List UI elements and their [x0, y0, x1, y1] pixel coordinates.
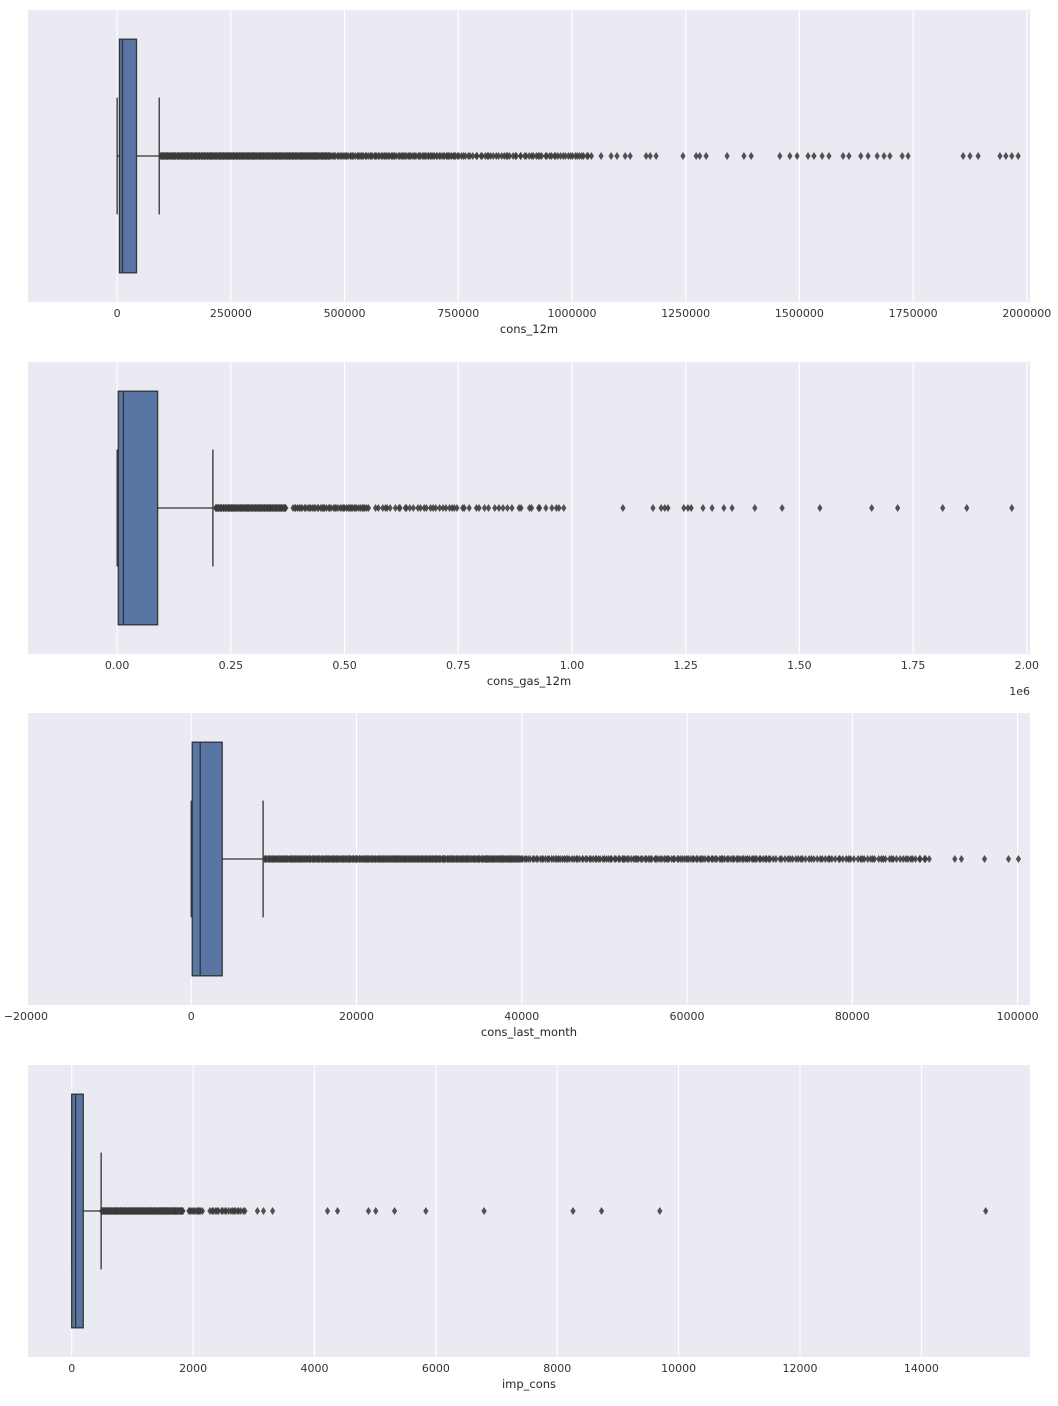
iqr-box — [117, 390, 159, 625]
x-tick-label: 0 — [68, 1362, 75, 1375]
boxplot-svg-cons_last_month: −20000 0 20000 40000 60000 80000 100000 cons_la… — [4, 713, 1039, 1039]
x-axis-label: cons_gas_12m — [487, 674, 571, 688]
x-tick-label: 0.50 — [332, 659, 357, 672]
x-tick-label: 12000 — [782, 1362, 817, 1375]
x-tick-label: 1000000 — [547, 307, 596, 320]
x-tick-label: 1.75 — [901, 659, 926, 672]
x-tick-labels: −20000 0 20000 40000 60000 80000 100000 — [4, 1010, 1039, 1023]
x-tick-label: −20000 — [4, 1010, 48, 1023]
x-tick-label: 1750000 — [889, 307, 938, 320]
iqr-box — [118, 38, 138, 274]
x-tick-label: 1.25 — [673, 659, 698, 672]
boxplot-svg-cons_12m: 0 250000 500000 750000 1000000 1250000 1500000… — [28, 10, 1052, 336]
x-tick-label: 1500000 — [775, 307, 824, 320]
x-tick-label: 0 — [188, 1010, 195, 1023]
boxplot-svg-cons_gas_12m: 0.00 0.25 0.50 0.75 1.00 1.25 1.50 1.75 2.00 1e6 c… — [28, 361, 1039, 698]
x-tick-label: 1.50 — [787, 659, 812, 672]
boxplot-cons-gas-12m: 0.00 0.25 0.50 0.75 1.00 1.25 1.50 1.75 2.00 1e6 c… — [0, 352, 1058, 704]
x-axis-label: imp_cons — [502, 1377, 556, 1391]
iqr-box — [191, 741, 223, 977]
outlier-points — [157, 152, 1021, 160]
x-tick-label: 6000 — [422, 1362, 450, 1375]
x-tick-labels: 0 250000 500000 750000 1000000 1250000 1500000… — [114, 307, 1052, 320]
x-tick-label: 0.00 — [105, 659, 130, 672]
x-tick-label: 100000 — [997, 1010, 1039, 1023]
x-tick-label: 40000 — [504, 1010, 539, 1023]
x-tick-label: 1.00 — [560, 659, 585, 672]
x-tick-label: 500000 — [324, 307, 366, 320]
x-tick-label: 750000 — [437, 307, 479, 320]
x-tick-labels: 0 2000 4000 6000 8000 10000 12000 14000 — [68, 1362, 939, 1375]
outlier-points — [213, 503, 1015, 512]
x-tick-labels: 0.00 0.25 0.50 0.75 1.00 1.25 1.50 1.75 2.00 — [105, 659, 1039, 672]
axis-offset-text: 1e6 — [1009, 685, 1030, 698]
boxplot-cons-last-month: −20000 0 20000 40000 60000 80000 100000 cons_la… — [0, 703, 1058, 1055]
boxplot-imp-cons: 0 2000 4000 6000 8000 10000 12000 14000 imp_cons — [0, 1055, 1058, 1406]
outlier-points — [98, 1206, 989, 1215]
boxplot-svg-imp_cons: 0 2000 4000 6000 8000 10000 12000 14000 imp_cons — [28, 1064, 1030, 1391]
outlier-points — [262, 855, 1022, 863]
x-tick-label: 0.25 — [219, 659, 244, 672]
x-tick-label: 14000 — [904, 1362, 939, 1375]
x-tick-label: 2000000 — [1002, 307, 1051, 320]
x-tick-label: 2.00 — [1015, 659, 1040, 672]
x-axis-label: cons_last_month — [481, 1025, 577, 1039]
x-tick-label: 60000 — [670, 1010, 705, 1023]
x-axis-label: cons_12m — [500, 322, 558, 336]
x-tick-label: 80000 — [835, 1010, 870, 1023]
iqr-box — [71, 1093, 84, 1328]
x-tick-label: 0 — [114, 307, 121, 320]
x-tick-label: 20000 — [339, 1010, 374, 1023]
x-tick-label: 1250000 — [661, 307, 710, 320]
x-tick-label: 2000 — [179, 1362, 207, 1375]
x-tick-label: 10000 — [661, 1362, 696, 1375]
boxplot-cons-12m: 0 250000 500000 750000 1000000 1250000 1500000… — [0, 0, 1058, 352]
x-tick-label: 8000 — [543, 1362, 571, 1375]
x-tick-label: 0.75 — [446, 659, 471, 672]
x-tick-label: 4000 — [300, 1362, 328, 1375]
x-tick-label: 250000 — [210, 307, 252, 320]
